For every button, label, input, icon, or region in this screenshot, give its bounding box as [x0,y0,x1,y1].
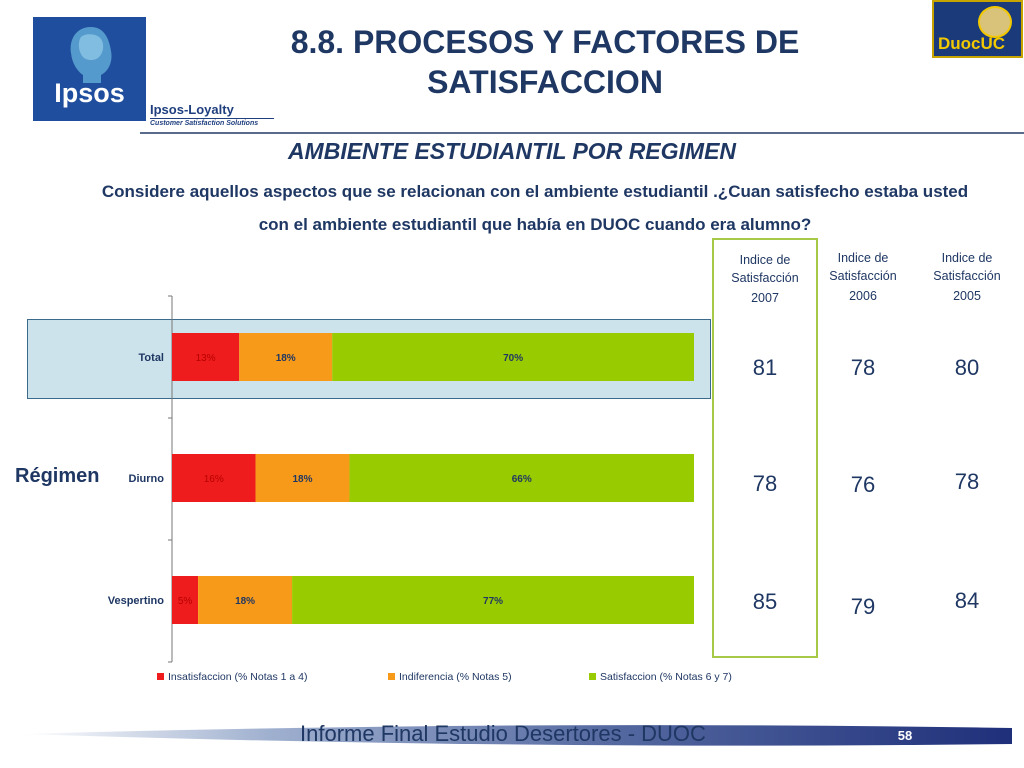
data-label: 70% [503,353,523,364]
index-2007-column-frame [712,238,818,658]
index-2006-diurno: 76 [850,472,876,497]
index-2006-vespertino: 79 [850,594,876,619]
duoc-logo-text: DuocUC [938,34,1006,53]
legend-entry: Satisfaccion (% Notas 6 y 7) [600,671,732,683]
category-label: Diurno [129,473,165,485]
footer-text: Informe Final Estudio Desertores - DUOC [300,721,706,746]
index-2005-vespertino: 84 [954,588,980,613]
bar-segment [349,454,694,502]
ipsos-logo: Ipsos [33,17,146,121]
row-group-label: Régimen [15,465,100,487]
data-label: 66% [512,474,532,485]
index-2006-total: 78 [850,355,876,380]
data-label: 18% [235,596,255,607]
bar-segment [172,576,199,624]
footer-bar [22,725,1012,746]
bar-segment [172,333,240,381]
bar-segment [332,333,694,381]
index-header-label: Indice de Satisfacción [731,253,799,285]
section-subtitle: AMBIENTE ESTUDIANTIL POR REGIMEN [287,138,737,164]
index-2005-total: 80 [954,355,980,380]
survey-question: Considere aquellos aspectos que se relac… [101,182,969,234]
face-silhouette-icon [70,27,112,83]
category-label: Total [139,352,164,364]
legend-swatch [157,673,164,680]
index-2005-diurno: 78 [954,469,980,494]
index-2007-diurno: 78 [752,471,778,496]
ipsos-logo-text: Ipsos [54,78,125,108]
index-header-year: 2006 [849,289,877,303]
data-label: 16% [204,474,224,485]
index-header-label: Indice de Satisfacción [829,251,897,283]
bar-segment [255,454,350,502]
index-header-2005: Indice de Satisfacción 2005 [914,249,1020,305]
category-label: Vespertino [108,595,165,607]
data-label: 18% [292,474,312,485]
ipsos-loyalty-tagline: Customer Satisfaction Solutions [150,118,274,127]
data-label: 5% [178,596,193,607]
bar-segment [172,454,256,502]
legend-swatch [388,673,395,680]
index-2007-total: 81 [752,355,778,380]
index-header-2007: Indice de Satisfacción 2007 [712,251,818,307]
data-label: 18% [276,353,296,364]
bar-segment [239,333,333,381]
legend-entry: Indiferencia (% Notas 5) [399,671,512,683]
header-divider [140,132,1024,134]
index-header-year: 2007 [751,291,779,305]
index-2007-vespertino: 85 [752,589,778,614]
stacked-bar-chart: Total 13% 18% 70% Diurno 16% 18% 66% Vespertino 5… [108,295,732,683]
legend-entry: Insatisfaccion (% Notas 1 a 4) [168,671,307,683]
ipsos-loyalty-label: Ipsos-Loyalty [150,102,234,117]
legend-swatch [589,673,596,680]
bar-segment [198,576,293,624]
duoc-crest-icon [978,6,1012,38]
bar-segment [292,576,694,624]
page-number: 58 [897,728,913,743]
data-label: 77% [483,596,503,607]
data-label: 13% [196,353,216,364]
index-header-year: 2005 [953,289,981,303]
duoc-logo: DuocUC [932,0,1023,58]
index-header-label: Indice de Satisfacción [933,251,1001,283]
page-title: 8.8. PROCESOS Y FACTORES DE SATISFACCION [290,24,800,100]
index-header-2006: Indice de Satisfacción 2006 [810,249,916,305]
